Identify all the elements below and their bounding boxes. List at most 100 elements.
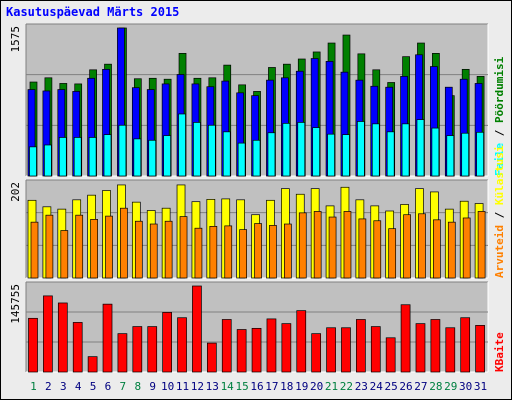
panel-1-bar-files-20 xyxy=(312,127,321,177)
panel-3-bar-kbytes-10 xyxy=(162,312,172,373)
panel-3-bar-kbytes-8 xyxy=(132,326,143,373)
panel-2-ytick: 202 xyxy=(9,182,22,202)
legend-top: Faile / Pöördumisi xyxy=(493,56,506,176)
panel-2-bar-sites-4 xyxy=(75,214,84,279)
panel-3-bar-kbytes-17 xyxy=(266,318,277,373)
legend-middle: Arvuteid / Külastusi xyxy=(493,145,506,278)
panel-1-bar-files-14 xyxy=(222,131,231,177)
panel-1-bar-files-11 xyxy=(178,113,186,177)
day-label-30: 30 xyxy=(459,380,472,393)
panel-3-bar-kbytes-28 xyxy=(430,319,441,373)
panel-3-bar-kbytes-29 xyxy=(445,327,456,373)
panel-2-bar-sites-9 xyxy=(149,223,158,279)
day-label-27: 27 xyxy=(414,380,427,393)
panel-1-bar-files-17 xyxy=(267,132,276,177)
day-label-18: 18 xyxy=(280,380,293,393)
panel-1-bar-files-31 xyxy=(476,131,484,177)
panel-3-bar-kbytes-1 xyxy=(28,317,38,373)
panel-1-bar-files-23 xyxy=(357,121,365,177)
legend-top-part-3: Pöördumisi xyxy=(493,56,506,123)
panel-3-bar-kbytes-22 xyxy=(341,327,351,373)
day-label-4: 4 xyxy=(75,380,82,393)
panel-2-bar-sites-28 xyxy=(433,219,441,279)
panel-2-bar-sites-5 xyxy=(90,219,98,279)
panel-2-bar-sites-13 xyxy=(209,225,218,279)
panel-1-bar-files-15 xyxy=(237,142,246,177)
panel-1-bar-files-6 xyxy=(103,134,112,177)
panel-2-bar-sites-16 xyxy=(254,223,262,279)
panel-3-ytick: 145755 xyxy=(9,284,22,324)
panel-2-bar-sites-30 xyxy=(462,217,471,279)
legend-middle-part-2: / xyxy=(493,205,506,225)
panel-3-bar-kbytes-30 xyxy=(460,317,471,373)
panel-2-bar-sites-10 xyxy=(164,220,173,279)
day-label-15: 15 xyxy=(235,380,248,393)
panel-2-bar-sites-26 xyxy=(403,214,411,279)
panel-2-bar-sites-22 xyxy=(343,211,352,279)
panel-3-bar-kbytes-9 xyxy=(147,326,158,373)
panel-1-bar-files-29 xyxy=(446,135,455,177)
day-label-2: 2 xyxy=(45,380,52,393)
panel-1-bar-files-26 xyxy=(401,123,410,177)
day-label-29: 29 xyxy=(444,380,457,393)
panel-2-bar-sites-21 xyxy=(328,216,337,279)
panel-1-bar-files-22 xyxy=(342,134,350,177)
day-label-7: 7 xyxy=(120,380,127,393)
panel-2-bar-sites-1 xyxy=(30,221,39,279)
panel-2-bar-sites-29 xyxy=(447,221,456,279)
panel-1-bar-files-7 xyxy=(118,124,127,177)
panel-3-bar-kbytes-7 xyxy=(117,333,128,373)
panel-3-bar-kbytes-4 xyxy=(72,322,83,373)
panel-3-bar-kbytes-14 xyxy=(221,319,232,373)
panel-3-bar-kbytes-31 xyxy=(475,325,485,373)
legend-bottom-part-1: KBaite xyxy=(493,332,506,372)
panel-2-bar-sites-8 xyxy=(134,220,143,279)
day-label-28: 28 xyxy=(429,380,442,393)
day-label-6: 6 xyxy=(105,380,112,393)
day-label-31: 31 xyxy=(474,380,487,393)
panel-3-bar-kbytes-5 xyxy=(87,356,98,373)
day-label-19: 19 xyxy=(295,380,308,393)
panel-1-bar-files-25 xyxy=(386,131,395,177)
panel-2-bar-sites-19 xyxy=(298,212,307,279)
panel-1-bar-files-9 xyxy=(148,139,157,177)
panel-1-bar-files-4 xyxy=(73,137,82,177)
panel-3-bar-kbytes-20 xyxy=(311,333,322,373)
legend-middle-part-3: Külastusi xyxy=(493,145,506,205)
day-label-3: 3 xyxy=(60,380,67,393)
panel-1-bar-files-2 xyxy=(44,144,52,177)
panel-3-bar-kbytes-21 xyxy=(326,327,336,373)
panel-2-bar-sites-2 xyxy=(45,214,54,279)
day-label-22: 22 xyxy=(340,380,353,393)
panel-1-bar-files-8 xyxy=(133,138,142,177)
panel-3-bar-kbytes-19 xyxy=(296,310,307,373)
panel-3-bar-kbytes-13 xyxy=(206,342,217,373)
panel-1-bar-files-24 xyxy=(371,123,380,177)
panel-3-bar-kbytes-24 xyxy=(370,326,381,373)
panel-2-bar-sites-23 xyxy=(358,218,367,279)
panel-1-ytick: 1575 xyxy=(9,26,22,53)
panel-3-bar-kbytes-6 xyxy=(102,303,113,373)
day-label-1: 1 xyxy=(30,380,37,393)
panel-2-bar-sites-27 xyxy=(418,213,426,279)
legend-top-part-2: / xyxy=(493,123,506,143)
panel-3-bar-kbytes-11 xyxy=(177,317,187,373)
panel-2-bar-sites-7 xyxy=(120,207,128,279)
day-label-10: 10 xyxy=(161,380,174,393)
panel-1-bar-files-30 xyxy=(461,132,470,177)
legend-middle-part-1: Arvuteid xyxy=(493,225,506,278)
panel-1-bar-files-16 xyxy=(252,139,261,177)
chart-title: Kasutuspäevad Märts 2015 xyxy=(6,5,179,19)
panel-3-bar-kbytes-25 xyxy=(385,337,396,373)
panel-2-bar-sites-11 xyxy=(179,216,188,279)
day-label-16: 16 xyxy=(250,380,263,393)
panel-2-bar-sites-24 xyxy=(373,220,382,279)
panel-3-bar-kbytes-3 xyxy=(57,302,68,373)
panel-1-bar-files-12 xyxy=(193,122,201,177)
panel-1-bar-files-5 xyxy=(88,137,97,177)
legend-bottom: KBaite xyxy=(493,332,506,372)
panel-2-bar-sites-14 xyxy=(224,225,233,279)
panel-3-bar-kbytes-27 xyxy=(415,323,426,373)
